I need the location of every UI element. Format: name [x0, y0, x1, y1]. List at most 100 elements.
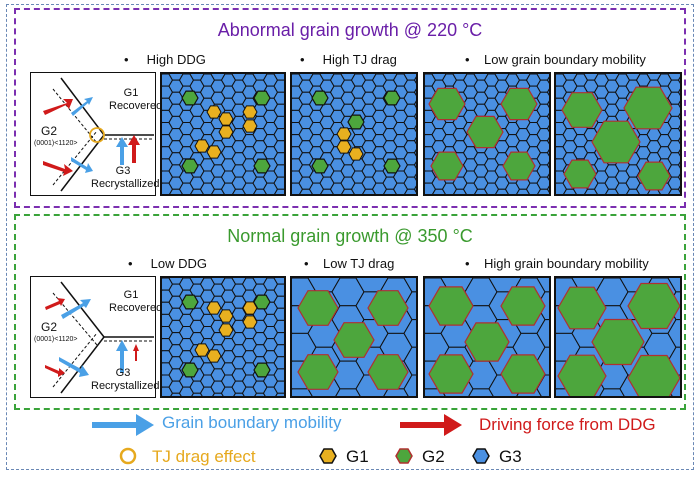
g2-grain [181, 158, 199, 174]
tj-drag-circle-icon [119, 447, 137, 465]
g3-grain [403, 346, 416, 376]
g2-grain [557, 286, 607, 330]
legend-mobility: Grain boundary mobility [162, 413, 342, 432]
g1-grain [242, 315, 258, 329]
g3-grain [536, 319, 549, 348]
g2-grain [591, 318, 645, 366]
g3-grain [273, 115, 284, 130]
micro-low-tj-drag [290, 276, 418, 398]
g2-label-bottom: G2 [41, 320, 58, 334]
outer-frame [6, 4, 694, 470]
g3-grain [273, 79, 284, 93]
bullet-low-ddg: • Low DDG [128, 256, 207, 271]
micro-high-tj-drag [290, 72, 418, 196]
mobility-arrow-icon [92, 414, 154, 436]
micro-high-ddg [160, 72, 286, 196]
g3-grain [677, 185, 680, 193]
micro-low-mobility-2 [554, 72, 682, 196]
g3-grain [273, 176, 284, 190]
g2-grain [383, 90, 401, 106]
g1-grain [194, 343, 210, 357]
g2-grain [428, 286, 474, 326]
g3-grain [273, 74, 284, 81]
g2-grain [430, 151, 464, 181]
g2-grain [466, 115, 504, 149]
g1-grain [242, 119, 258, 133]
bullet-high-gb-mobility: • High grain boundary mobility [465, 256, 649, 271]
g2-grain [557, 354, 607, 396]
g2-grain [627, 354, 680, 396]
g2-grain [500, 87, 538, 121]
g3-grain [536, 278, 549, 293]
g3-grain [546, 124, 549, 133]
g3-label-bottom: G3 Recrystallized [91, 367, 160, 392]
g3-grain [677, 149, 680, 157]
g2-grain [181, 90, 199, 106]
g3-grain [413, 161, 416, 169]
g3-grain [677, 112, 680, 121]
g1-grain [218, 125, 234, 139]
g3-grain [677, 88, 680, 96]
g3-grain [546, 100, 549, 108]
g3-grain [413, 149, 416, 157]
g2-grain [181, 294, 199, 310]
g3-grain [403, 374, 416, 396]
g3-grain [273, 128, 284, 142]
g3-grain [273, 164, 284, 178]
g3-grain [677, 76, 680, 84]
g3-grain [667, 278, 680, 293]
g3-grain [403, 319, 416, 348]
legend-driving-force: Driving force from DDG [479, 415, 656, 434]
g1-grain [194, 139, 210, 153]
g1-grain [336, 127, 352, 141]
abnormal-growth-panel: Abnormal grain growth @ 220 °C [14, 8, 686, 208]
g3-grain [546, 185, 549, 193]
micro-low-ddg [160, 276, 286, 398]
driving-force-arrow-icon [400, 414, 462, 436]
g3-grain [546, 173, 549, 181]
g2-grain [500, 354, 546, 394]
g3-grain [273, 344, 284, 358]
normal-growth-panel: Normal grain growth @ 350 °C [14, 214, 686, 410]
legend-g1: G1 [346, 447, 369, 466]
g2-grain [502, 151, 536, 181]
g2-grain [561, 92, 603, 128]
bullet-high-ddg: • High DDG [124, 52, 206, 67]
g2-grain [464, 322, 510, 362]
g2-grain [297, 354, 339, 390]
g3-grain [677, 137, 680, 145]
g2-label: G2 [41, 124, 58, 138]
legend-g3: G3 [499, 447, 522, 466]
g3-grain [273, 91, 284, 105]
g2-grain [500, 286, 546, 326]
g2-grain [297, 290, 339, 326]
g1-grain [206, 349, 222, 363]
g1-grain [206, 301, 222, 315]
g3-grain [275, 392, 284, 396]
g2-orientation-bottom: (0001)<1120> [34, 336, 78, 343]
g3-grain [413, 124, 416, 133]
g3-grain [546, 149, 549, 157]
g3-grain [403, 278, 416, 293]
g3-grain [273, 380, 284, 394]
bullet-low-gb-mobility: • Low grain boundary mobility [465, 52, 646, 67]
g1-grain [206, 145, 222, 159]
g2-grain [428, 87, 466, 121]
g2-grain [333, 322, 375, 358]
g3-grain [413, 112, 416, 121]
g3-grain [273, 332, 284, 346]
g3-hexagon-icon [472, 448, 490, 464]
g3-grain [677, 161, 680, 169]
g3-grain [273, 319, 284, 334]
g3-grain [413, 185, 416, 193]
g3-grain [273, 307, 284, 321]
g1-grain [218, 323, 234, 337]
g3-grain [677, 173, 680, 181]
g3-grain [273, 278, 284, 285]
g2-grain [563, 159, 597, 189]
g3-grain [274, 188, 284, 194]
bullet-high-tj-drag: • High TJ drag [300, 52, 397, 67]
g2-grain [253, 90, 271, 106]
g3-grain [546, 88, 549, 96]
g3-grain [677, 124, 680, 133]
